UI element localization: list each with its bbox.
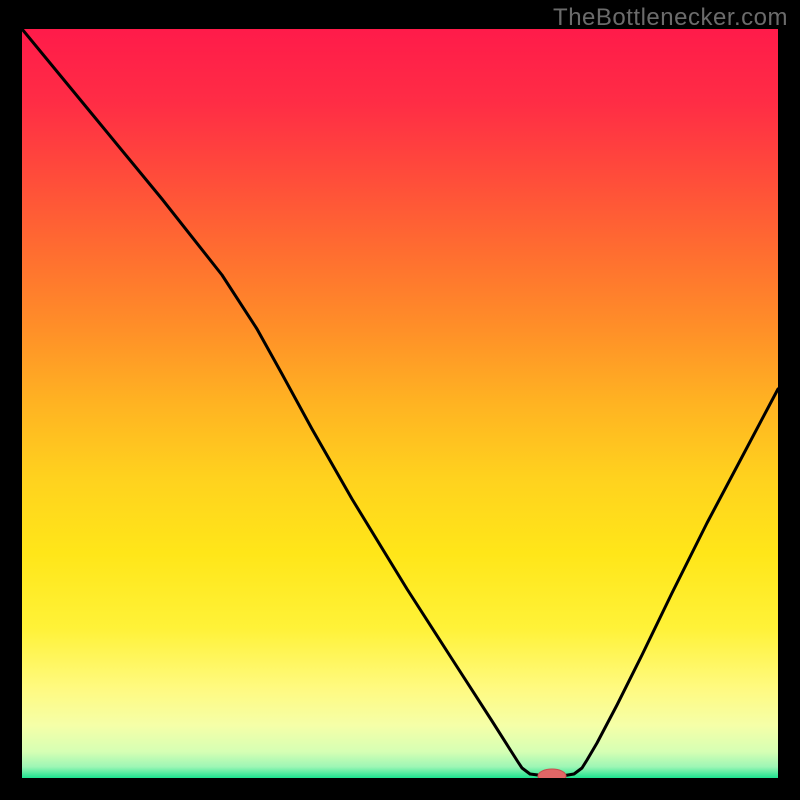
plot-area (22, 29, 778, 778)
watermark-text: TheBottlenecker.com (553, 4, 788, 32)
gradient-background (22, 29, 778, 778)
chart-container: TheBottlenecker.com (0, 0, 800, 800)
